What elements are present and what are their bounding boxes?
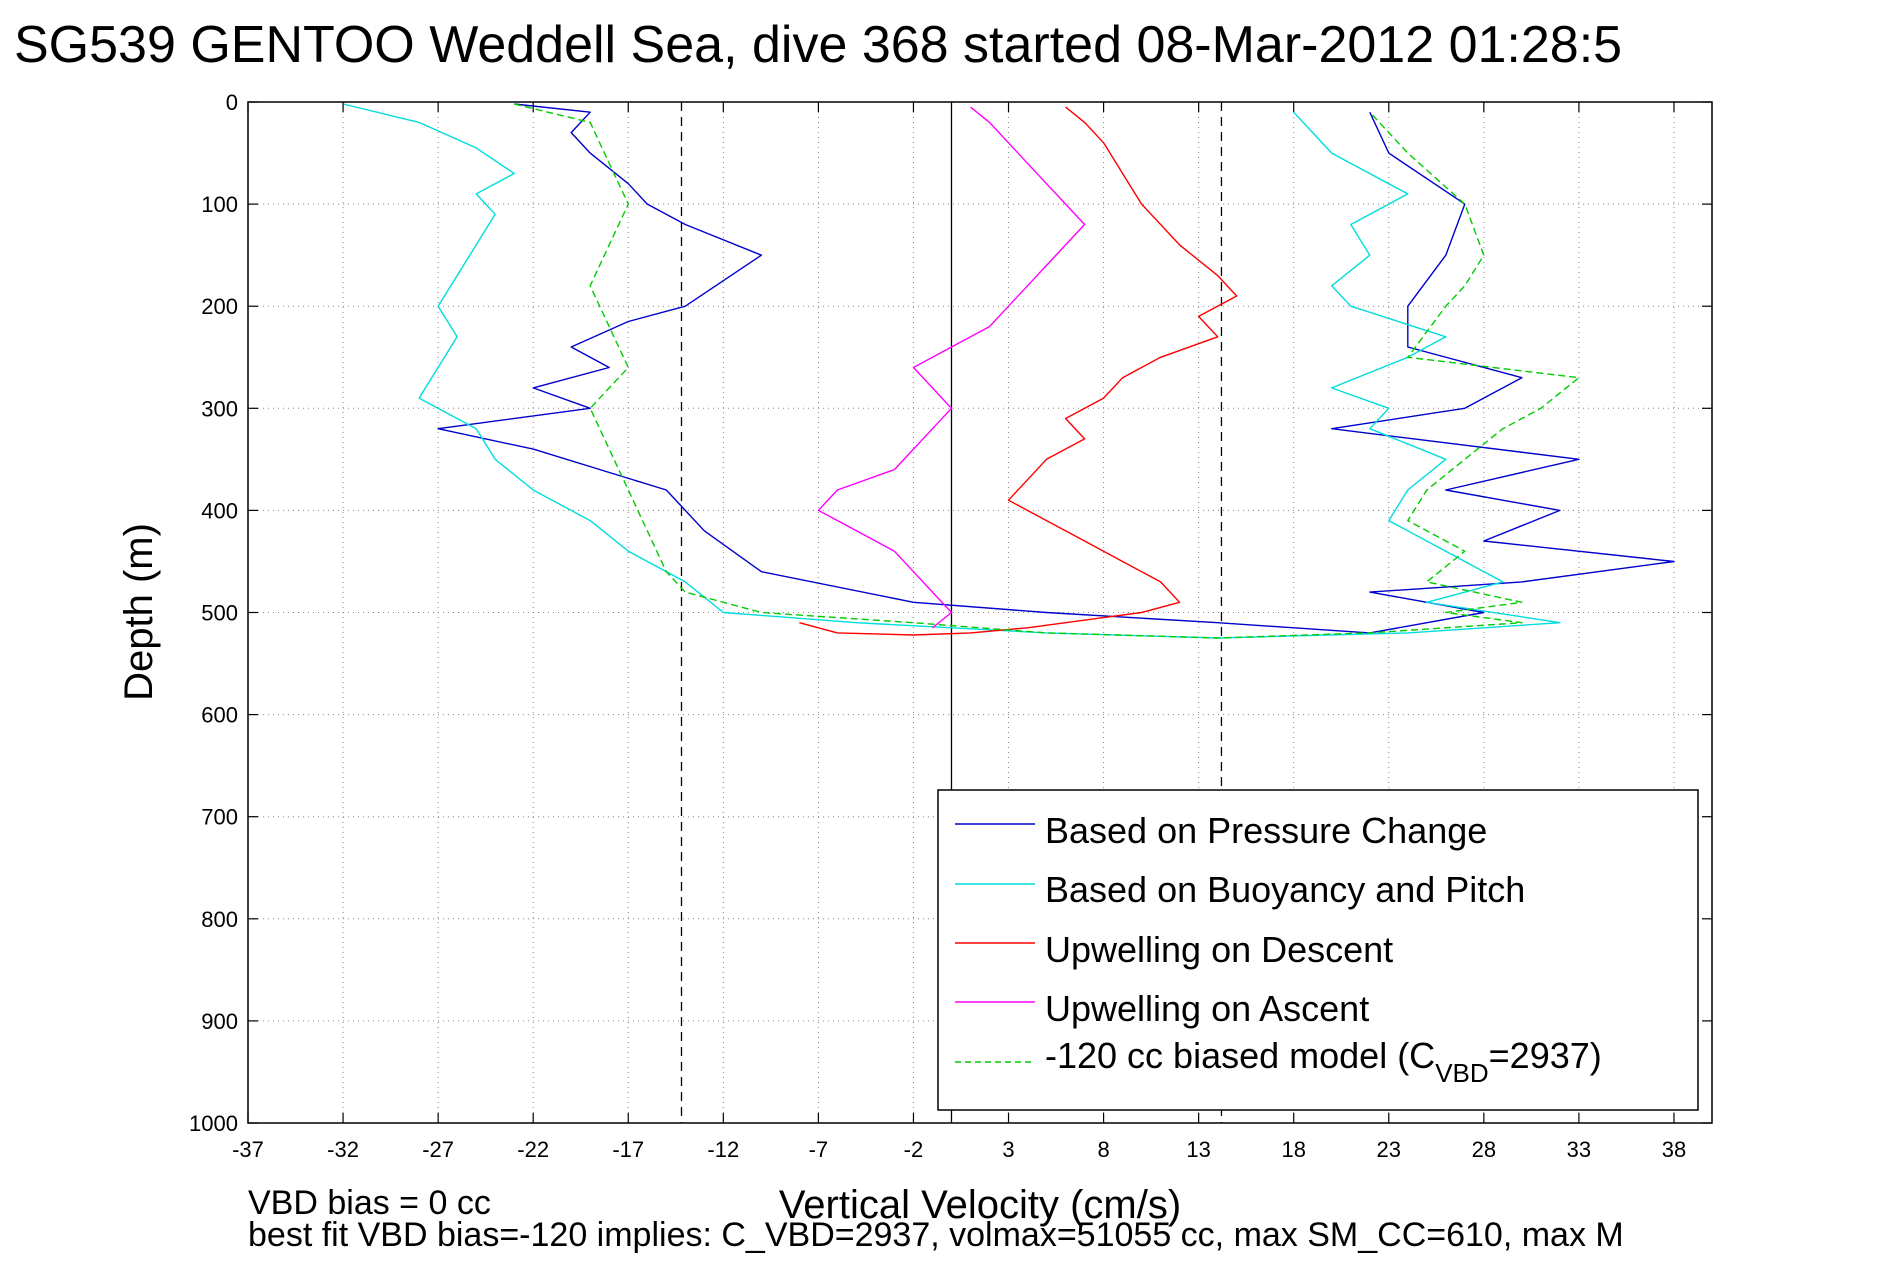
y-tick-label: 900	[201, 1009, 238, 1034]
legend-label-model: -120 cc biased model (CVBD=2937)	[1045, 1035, 1602, 1088]
legend-label-model-main: -120 cc biased model (C	[1045, 1035, 1435, 1076]
x-tick-label: -7	[809, 1137, 829, 1162]
legend-box	[937, 789, 1699, 1111]
series-line-3	[817, 106, 1086, 629]
y-tick-label: 700	[201, 805, 238, 830]
x-tick-label: -2	[904, 1137, 924, 1162]
y-tick-label: 800	[201, 907, 238, 932]
legend: Based on Pressure Change Based on Buoyan…	[937, 789, 1699, 1111]
chart-title: SG539 GENTOO Weddell Sea, dive 368 start…	[14, 16, 1622, 74]
series-lines	[342, 103, 1675, 639]
x-tick-label: -17	[612, 1137, 644, 1162]
x-tick-label: 3	[1002, 1137, 1014, 1162]
x-tick-label: -37	[232, 1137, 264, 1162]
y-tick-label: 500	[201, 601, 238, 626]
x-tick-label: -27	[422, 1137, 454, 1162]
x-tick-label: 28	[1472, 1137, 1496, 1162]
y-ticks: 0 100 200 300 400 500 600 700 800 900 1000	[189, 90, 1712, 1136]
x-tick-label: -32	[327, 1137, 359, 1162]
y-tick-label: 400	[201, 498, 238, 523]
y-tick-label: 600	[201, 703, 238, 728]
legend-label-buoyancy: Based on Buoyancy and Pitch	[1045, 869, 1525, 910]
series-line-0	[437, 103, 1675, 634]
legend-label-pressure: Based on Pressure Change	[1045, 810, 1487, 851]
series-line-2	[799, 106, 1238, 636]
x-axis-label: Vertical Velocity (cm/s)	[779, 1183, 1181, 1227]
x-tick-label: 23	[1377, 1137, 1401, 1162]
y-tick-label: 100	[201, 192, 238, 217]
y-axis-label: Depth (m)	[117, 523, 161, 701]
x-tick-label: 8	[1097, 1137, 1109, 1162]
y-tick-label: 1000	[189, 1111, 238, 1136]
x-tick-label: 33	[1567, 1137, 1591, 1162]
series-line-4	[514, 103, 1580, 639]
legend-label-model-sub: VBD	[1435, 1058, 1488, 1088]
legend-label-ascent: Upwelling on Ascent	[1045, 988, 1369, 1029]
legend-label-model-end: =2937)	[1489, 1035, 1602, 1076]
x-tick-label: -12	[707, 1137, 739, 1162]
x-tick-label: -22	[517, 1137, 549, 1162]
x-ticks: -37 -32 -27 -22 -17 -12 -7 -2 3 8 13 18 23 28 33 38	[232, 102, 1686, 1162]
y-tick-label: 300	[201, 396, 238, 421]
y-tick-label: 200	[201, 294, 238, 319]
x-tick-label: 38	[1662, 1137, 1686, 1162]
x-tick-label: 18	[1281, 1137, 1305, 1162]
footnote-bias: VBD bias = 0 cc	[248, 1184, 491, 1222]
footnote-fit: best fit VBD bias=-120 implies: C_VBD=29…	[248, 1216, 1624, 1254]
y-tick-label: 0	[226, 90, 238, 115]
legend-label-descent: Upwelling on Descent	[1045, 929, 1393, 970]
x-tick-label: 13	[1186, 1137, 1210, 1162]
